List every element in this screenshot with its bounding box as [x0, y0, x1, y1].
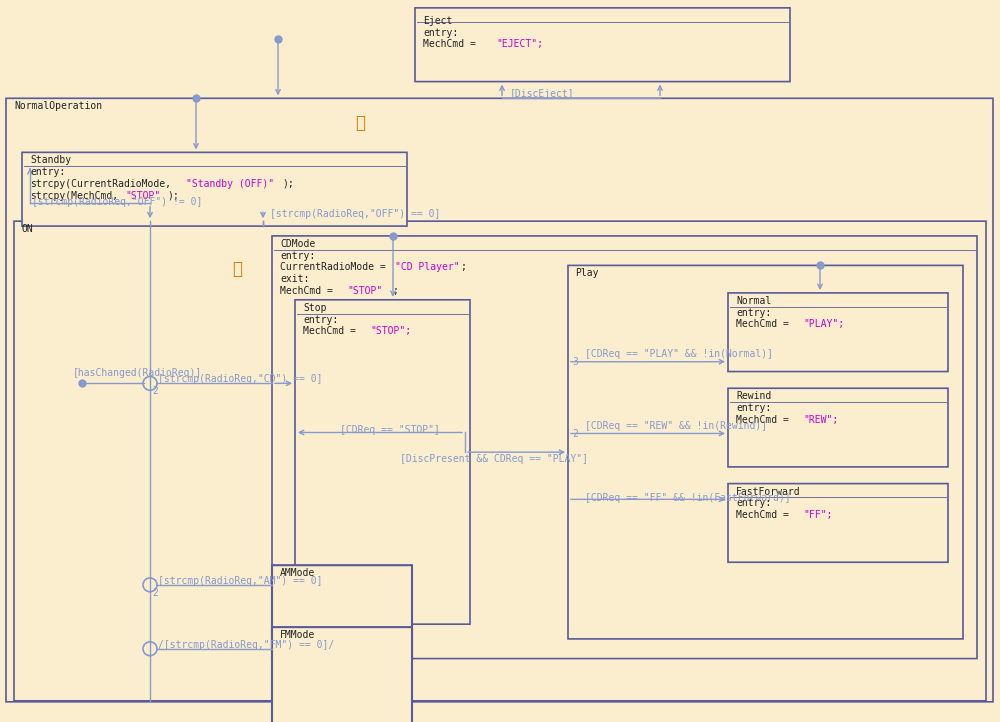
- Text: "REW";: "REW";: [803, 415, 838, 425]
- FancyBboxPatch shape: [272, 565, 412, 658]
- Text: "EJECT";: "EJECT";: [496, 39, 543, 49]
- Text: [CDReq == "FF" && !in(FastForward)]: [CDReq == "FF" && !in(FastForward)]: [585, 493, 791, 503]
- Text: FMMode: FMMode: [280, 630, 315, 640]
- Text: MechCmd =: MechCmd =: [303, 326, 362, 336]
- FancyBboxPatch shape: [415, 8, 790, 82]
- Text: "STOP";: "STOP";: [370, 326, 411, 336]
- Text: [CDReq == "PLAY" && !in(Normal)]: [CDReq == "PLAY" && !in(Normal)]: [585, 349, 773, 359]
- Text: CurrentRadioMode =: CurrentRadioMode =: [280, 262, 392, 272]
- Text: Standby: Standby: [30, 155, 71, 165]
- Text: 3: 3: [572, 357, 578, 367]
- Text: /[strcmp(RadioReq,"FM") == 0]/: /[strcmp(RadioReq,"FM") == 0]/: [158, 640, 334, 650]
- Text: Eject: Eject: [423, 16, 452, 26]
- Text: CDMode: CDMode: [280, 239, 315, 249]
- FancyBboxPatch shape: [728, 293, 948, 372]
- Text: "FF";: "FF";: [803, 510, 832, 520]
- Text: Stop: Stop: [303, 303, 326, 313]
- FancyBboxPatch shape: [14, 221, 986, 701]
- Text: [strcmp(RadioReq,"OFF") != 0]: [strcmp(RadioReq,"OFF") != 0]: [32, 196, 202, 206]
- Text: );: );: [282, 179, 294, 189]
- Text: "CD Player": "CD Player": [395, 262, 460, 272]
- Text: entry:: entry:: [280, 251, 315, 261]
- Text: entry:: entry:: [736, 308, 771, 318]
- Text: entry:: entry:: [736, 403, 771, 413]
- Text: [CDReq == "STOP"]: [CDReq == "STOP"]: [340, 425, 440, 435]
- Text: NormalOperation: NormalOperation: [14, 101, 102, 111]
- Text: strcpy(CurrentRadioMode,: strcpy(CurrentRadioMode,: [30, 179, 171, 189]
- Text: 2: 2: [572, 429, 578, 438]
- Text: entry:: entry:: [30, 167, 65, 177]
- Text: MechCmd =: MechCmd =: [280, 286, 339, 296]
- Text: ;: ;: [392, 286, 398, 296]
- Text: 2: 2: [152, 386, 158, 396]
- Text: [DiscPresent && CDReq == "PLAY"]: [DiscPresent && CDReq == "PLAY"]: [400, 454, 588, 464]
- Text: ;: ;: [460, 262, 466, 272]
- FancyBboxPatch shape: [728, 388, 948, 467]
- Text: entry:: entry:: [736, 498, 771, 508]
- FancyBboxPatch shape: [22, 152, 407, 226]
- FancyBboxPatch shape: [568, 266, 963, 639]
- Text: ⓭: ⓭: [232, 261, 242, 279]
- Text: Play: Play: [575, 269, 598, 279]
- Text: [strcmp(RadioReq,"AM") == 0]: [strcmp(RadioReq,"AM") == 0]: [158, 576, 322, 586]
- Text: strcpy(MechCmd,: strcpy(MechCmd,: [30, 191, 118, 201]
- FancyBboxPatch shape: [272, 627, 412, 722]
- Text: entry:: entry:: [423, 27, 458, 38]
- Text: [strcmp(RadioReq,"CD") == 0]: [strcmp(RadioReq,"CD") == 0]: [158, 375, 322, 385]
- Text: "Standby (OFF)": "Standby (OFF)": [186, 179, 274, 189]
- FancyBboxPatch shape: [295, 300, 470, 624]
- Text: MechCmd =: MechCmd =: [423, 39, 482, 49]
- Text: 2: 2: [152, 588, 158, 598]
- Text: [strcmp(RadioReq,"OFF") == 0]: [strcmp(RadioReq,"OFF") == 0]: [270, 209, 440, 219]
- Text: ⓭: ⓭: [355, 114, 365, 132]
- Text: MechCmd =: MechCmd =: [736, 510, 795, 520]
- FancyBboxPatch shape: [728, 484, 948, 562]
- Text: MechCmd =: MechCmd =: [736, 319, 795, 329]
- Text: MechCmd =: MechCmd =: [736, 415, 795, 425]
- FancyBboxPatch shape: [6, 98, 993, 702]
- Text: [CDReq == "REW" && !in(Rewind)]: [CDReq == "REW" && !in(Rewind)]: [585, 421, 767, 431]
- Text: Normal: Normal: [736, 296, 771, 306]
- Text: "STOP": "STOP": [347, 286, 382, 296]
- Text: exit:: exit:: [280, 274, 309, 284]
- Text: [DiscEject]: [DiscEject]: [510, 90, 575, 100]
- Text: FastForward: FastForward: [736, 487, 801, 497]
- FancyBboxPatch shape: [272, 236, 977, 658]
- Text: ON: ON: [22, 224, 34, 234]
- Text: entry:: entry:: [303, 315, 338, 325]
- Text: [hasChanged(RadioReq)]: [hasChanged(RadioReq)]: [73, 367, 202, 378]
- Text: Rewind: Rewind: [736, 391, 771, 401]
- Text: AMMode: AMMode: [280, 568, 315, 578]
- Text: );: );: [167, 191, 179, 201]
- Text: "PLAY";: "PLAY";: [803, 319, 844, 329]
- Text: "STOP": "STOP": [125, 191, 160, 201]
